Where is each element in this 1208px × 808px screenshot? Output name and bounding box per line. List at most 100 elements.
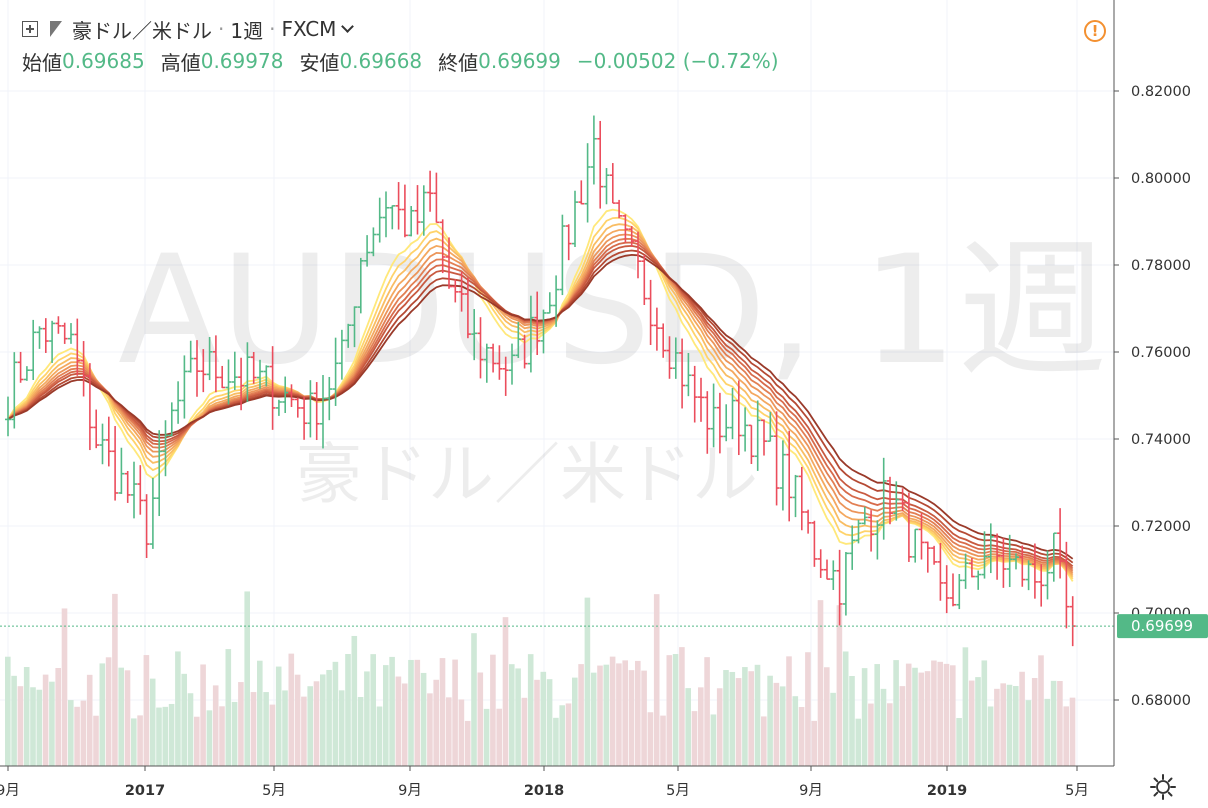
volume-bar [282,690,288,766]
ohlc-bar [622,214,629,243]
chevron-down-icon[interactable] [341,19,355,33]
ohlc-bar [981,531,988,579]
volume-bar [842,651,849,766]
interval-label[interactable]: 1週 [230,18,264,43]
ohlc-bar [1025,560,1032,591]
volume-bar [1044,698,1051,766]
ohlc-bar [880,457,887,540]
ohlc-bar [849,525,856,570]
volume-bar [269,704,276,766]
ohlc-bar [206,337,213,381]
ohlc-bar [395,182,402,230]
ohlc-bar [868,510,875,552]
volume-bar [716,688,723,766]
volume-bar [924,671,931,766]
volume-bar [861,668,868,766]
volume-bar [748,671,754,766]
ohlc-bar [956,573,963,610]
ohlc-bar [817,549,824,578]
ohlc-bar [282,376,289,414]
volume-bar [49,681,55,766]
ohlc-bar [439,219,446,274]
ohlc-bar [1019,545,1026,587]
expand-icon[interactable] [22,21,38,37]
volume-bar [849,676,855,766]
ohlc-bar [1050,532,1057,582]
volume-bar [464,720,471,766]
x-tick-label: 5月 [666,783,690,799]
volume-bar [798,706,805,766]
flag-icon[interactable] [50,21,64,37]
ohlc-bar [326,376,333,421]
open-value: 0.69685 [62,49,145,73]
volume-bar [219,706,225,766]
ohlc-bar [597,120,604,209]
volume-bar [118,667,124,766]
ohlc-bar [23,366,30,381]
ohlc-bars [5,115,1076,647]
volume-bar [181,673,187,766]
high-value: 0.69978 [200,49,284,73]
ohlc-bar [5,396,11,437]
watermark-main: AUDUSD, 1週 [118,224,1107,398]
volume-bar [250,692,257,766]
ohlc-bar [653,307,660,351]
volume-bar [502,617,509,766]
ohlc-bar [30,319,37,381]
volume-bar [11,675,17,766]
volume-bar [257,660,263,766]
ohlc-bar [162,420,169,477]
open-label: 始値 [22,50,62,75]
ohlc-bar [99,423,106,465]
volume-bar [685,688,691,766]
ohlc-bar [590,115,597,185]
x-tick-label: 9月 [0,783,20,799]
x-tick-label: 2017 [125,783,165,799]
volume-bar [893,660,899,766]
volume-bar [572,677,578,766]
ohlc-bar [420,185,427,236]
volume-bar [112,593,118,766]
ohlc-bar [546,292,553,314]
volume-bar [565,703,572,766]
volume-bar [452,659,458,766]
ohlc-bar [905,492,912,562]
ohlc-bar [370,227,377,257]
ohlc-bar [767,411,774,442]
volume-bar [5,656,11,766]
volume-bar [294,674,301,766]
ohlc-bar [118,447,125,494]
volume-bar [515,668,521,766]
volume-bar [131,718,137,766]
ohlc-bar [534,291,541,356]
ohlc-bar [572,190,578,247]
ohlc-bar [994,533,1001,580]
ohlc-bar [786,430,793,522]
volume-bar [389,656,395,766]
ohlc-bar [275,399,282,416]
volume-bar [433,679,439,766]
gear-icon[interactable] [1148,772,1178,802]
ohlc-bar [635,231,641,279]
ohlc-legend: 始値 0.69685 高値 0.69978 安値 0.69668 終値 0.69… [22,46,795,76]
volume-bar [761,716,767,766]
volume-bar [395,676,402,766]
volume-bar [206,710,213,766]
volume-bar [742,667,748,766]
volume-bar [1031,678,1038,766]
volume-bar [628,670,635,766]
ohlc-bar [527,295,534,373]
volume-bar [868,703,874,766]
ohlc-bar [987,523,994,574]
alert-icon[interactable]: ! [1084,20,1106,42]
ohlc-bar [74,318,81,376]
volume-bar [175,651,181,766]
ohlc-bar [483,343,490,383]
volume-bar [786,656,792,766]
exchange-label[interactable]: FXCM [281,17,337,41]
volume-bar [622,660,628,766]
volume-bar [905,663,912,766]
volume-bar [931,660,937,766]
ohlc-bar [93,409,100,449]
